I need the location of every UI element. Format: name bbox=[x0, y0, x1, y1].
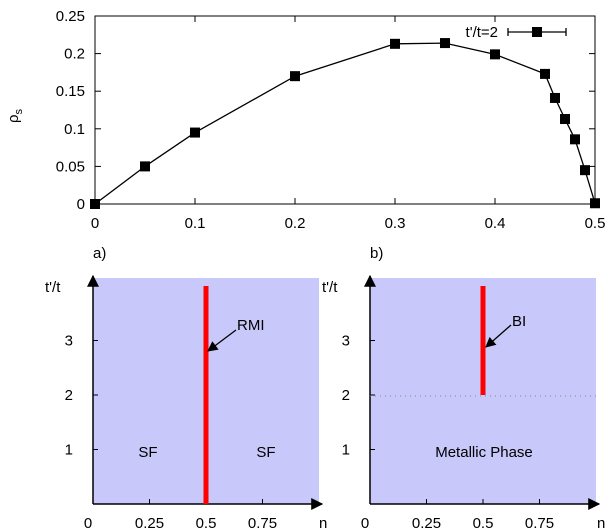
series-line bbox=[94, 42, 596, 205]
data-point bbox=[580, 165, 590, 176]
data-point bbox=[550, 92, 560, 103]
pa-y-tick-label: 1 bbox=[65, 442, 73, 459]
pb-x-tick-label: 0.75 bbox=[525, 515, 554, 531]
pa-y-tick-label: 3 bbox=[65, 333, 73, 350]
panel-a-annotation: RMI bbox=[237, 317, 265, 334]
panel-b-region: Metallic Phase bbox=[435, 444, 533, 461]
panel-b-annotation: BI bbox=[512, 313, 526, 330]
top-chart: 0 0.1 0.2 0.3 0.4 0.5 00.050.10.150.20.25 ρs … bbox=[5, 8, 605, 232]
pb-x-tick-label: 0 bbox=[361, 515, 369, 531]
pa-x-tick-label: 0.5 bbox=[196, 515, 217, 531]
data-point bbox=[190, 127, 200, 138]
top-x-tick-label: 0.2 bbox=[285, 215, 306, 232]
panel-b: b) 0 0.25 0.5 0.75 1 2 3 t'/t n BI Metallic P… bbox=[322, 245, 605, 531]
data-point bbox=[540, 68, 550, 79]
pa-y-tick-label: 2 bbox=[65, 387, 73, 404]
panel-a-x-axis-label: n bbox=[319, 515, 327, 531]
data-point bbox=[490, 49, 500, 60]
panel-b-label: b) bbox=[370, 245, 383, 262]
pa-x-tick-label: 0 bbox=[84, 515, 92, 531]
top-x-tick-label: 0.5 bbox=[585, 215, 606, 232]
panel-a-label: a) bbox=[93, 245, 106, 262]
panel-a-annotation-arrow bbox=[207, 329, 237, 352]
panel-a-y-tick-labels: 1 2 3 bbox=[65, 333, 73, 459]
pb-y-tick-label: 2 bbox=[342, 387, 350, 404]
top-y-tick-label: 0.1 bbox=[64, 121, 85, 138]
panel-b-annotation-arrow bbox=[485, 324, 512, 348]
data-point bbox=[570, 134, 580, 145]
legend: t'/t=2 bbox=[466, 24, 567, 41]
top-y-tick-label: 0.25 bbox=[56, 8, 85, 25]
panel-a-y-axis-label: t'/t bbox=[45, 279, 61, 296]
pa-x-tick-label: 0.25 bbox=[135, 515, 164, 531]
panel-b-y-tick-labels: 1 2 3 bbox=[342, 333, 350, 459]
top-y-tick-label: 0.2 bbox=[64, 46, 85, 63]
legend-label: t'/t=2 bbox=[466, 24, 498, 41]
data-point bbox=[440, 38, 450, 49]
top-plot-frame bbox=[94, 15, 596, 205]
panel-a-region-right: SF bbox=[256, 444, 275, 461]
panel-a-region-left: SF bbox=[138, 444, 157, 461]
top-axis-ticks bbox=[94, 15, 596, 205]
data-point bbox=[90, 199, 100, 209]
top-y-axis-label: ρs bbox=[5, 108, 25, 123]
pb-y-tick-label: 3 bbox=[342, 333, 350, 350]
data-point bbox=[560, 114, 570, 125]
top-y-tick-label: 0.05 bbox=[56, 158, 85, 175]
panel-b-y-axis-label: t'/t bbox=[322, 279, 338, 296]
top-x-tick-label: 0.1 bbox=[185, 215, 206, 232]
data-point bbox=[290, 71, 300, 82]
pa-x-tick-label: 0.75 bbox=[248, 515, 277, 531]
pb-x-tick-label: 0.5 bbox=[473, 515, 494, 531]
panel-a-x-tick-labels: 0 0.25 0.5 0.75 bbox=[84, 515, 277, 531]
top-y-tick-label: 0 bbox=[77, 196, 85, 213]
panel-b-x-axis-label: n bbox=[597, 515, 605, 531]
top-x-tick-label: 0.4 bbox=[485, 215, 506, 232]
top-y-tick-label: 0.15 bbox=[56, 83, 85, 100]
top-x-tick-label: 0.3 bbox=[385, 215, 406, 232]
panel-b-x-tick-labels: 0 0.25 0.5 0.75 bbox=[361, 515, 554, 531]
top-y-tick-labels: 0 0.05 0.1 0.15 0.2 0.25 bbox=[56, 8, 85, 213]
top-x-tick-label: 0 bbox=[91, 215, 99, 232]
data-point bbox=[390, 38, 400, 49]
data-point bbox=[590, 198, 600, 209]
series-markers bbox=[90, 38, 600, 209]
top-x-tick-labels: 0 0.1 0.2 0.3 0.4 0.5 bbox=[91, 215, 606, 232]
pb-x-tick-label: 0.25 bbox=[412, 515, 441, 531]
panel-a: a) 0 0.25 0.5 0.75 1 2 3 t'/t n RMI SF SF bbox=[45, 245, 327, 531]
pb-y-tick-label: 1 bbox=[342, 442, 350, 459]
panel-b-ticks bbox=[370, 340, 540, 504]
legend-marker bbox=[532, 27, 542, 37]
data-point bbox=[140, 161, 150, 172]
